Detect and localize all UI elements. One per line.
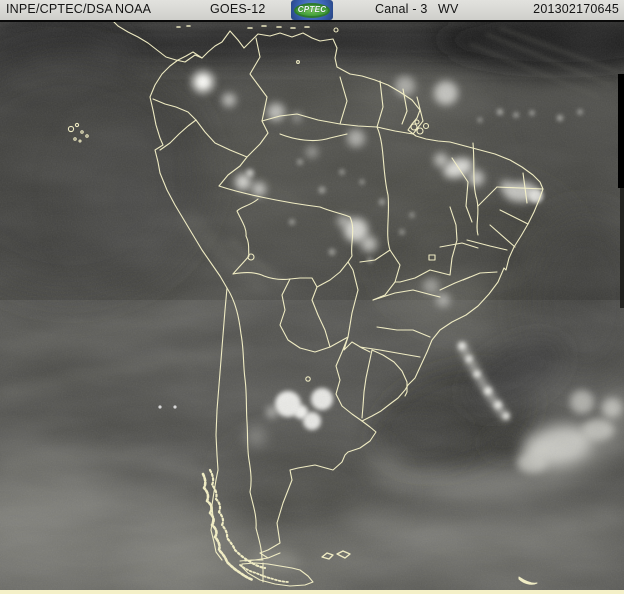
borders-layer (67, 20, 544, 587)
channel-label: Canal - 3 (375, 2, 428, 16)
cptec-logo: CPTEC (291, 0, 333, 20)
grain-texture (0, 20, 624, 594)
cptec-logo-oval: CPTEC (294, 2, 330, 18)
title-bar: INPE/CPTEC/DSA NOAA GOES-12 CPTEC Canal … (0, 0, 624, 22)
timestamp-label: 201302170645 (533, 2, 619, 16)
scan-artifact (618, 74, 624, 308)
satellite-label: GOES-12 (210, 2, 266, 16)
satellite-image (0, 20, 624, 594)
bottom-strip (0, 590, 624, 594)
cptec-logo-text: CPTEC (297, 5, 327, 14)
band-label: WV (438, 2, 459, 16)
network-label: NOAA (115, 2, 152, 16)
agency-label: INPE/CPTEC/DSA (6, 2, 113, 16)
